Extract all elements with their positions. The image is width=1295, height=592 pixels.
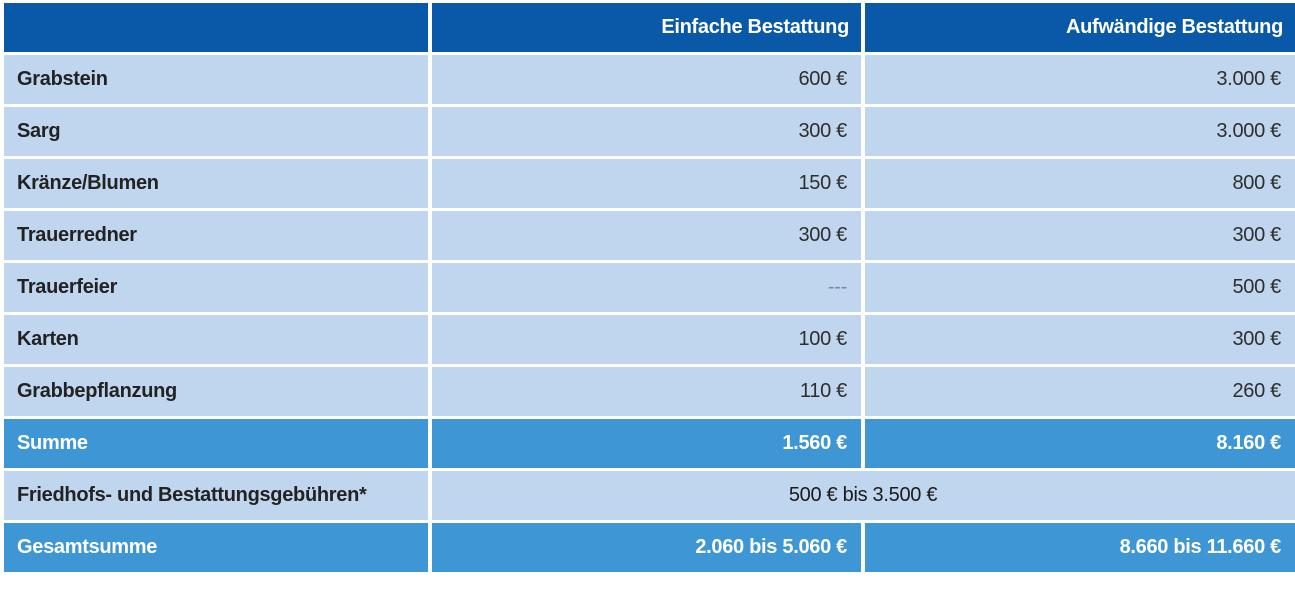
table-row: Trauerredner 300 € 300 €: [4, 211, 1295, 260]
grand-total-simple-value: 2.060 bis 5.060 €: [432, 523, 861, 572]
row-simple-value: 150 €: [432, 159, 861, 208]
table-row: Kränze/Blumen 150 € 800 €: [4, 159, 1295, 208]
table-row: Grabbepflanzung 110 € 260 €: [4, 367, 1295, 416]
row-simple-value: 300 €: [432, 211, 861, 260]
header-elaborate-funeral: Aufwändige Bestattung: [865, 3, 1295, 52]
table-row: Grabstein 600 € 3.000 €: [4, 55, 1295, 104]
table-header-row: Einfache Bestattung Aufwändige Bestattun…: [4, 3, 1295, 52]
row-elaborate-value: 3.000 €: [865, 107, 1295, 156]
grand-total-row: Gesamtsumme 2.060 bis 5.060 € 8.660 bis …: [4, 523, 1295, 572]
row-label: Sarg: [4, 107, 428, 156]
table-row: Trauerfeier --- 500 €: [4, 263, 1295, 312]
row-label: Karten: [4, 315, 428, 364]
row-elaborate-value: 300 €: [865, 211, 1295, 260]
row-label: Grabbepflanzung: [4, 367, 428, 416]
row-elaborate-value: 300 €: [865, 315, 1295, 364]
row-elaborate-value: 260 €: [865, 367, 1295, 416]
row-simple-value: ---: [432, 263, 861, 312]
row-label: Grabstein: [4, 55, 428, 104]
sum-simple-value: 1.560 €: [432, 419, 861, 468]
grand-total-label: Gesamtsumme: [4, 523, 428, 572]
row-simple-value: 100 €: [432, 315, 861, 364]
header-simple-funeral: Einfache Bestattung: [432, 3, 861, 52]
row-elaborate-value: 800 €: [865, 159, 1295, 208]
table-row: Sarg 300 € 3.000 €: [4, 107, 1295, 156]
sum-label: Summe: [4, 419, 428, 468]
row-elaborate-value: 3.000 €: [865, 55, 1295, 104]
row-simple-value: 110 €: [432, 367, 861, 416]
row-simple-value: 600 €: [432, 55, 861, 104]
grand-total-elaborate-value: 8.660 bis 11.660 €: [865, 523, 1295, 572]
sum-elaborate-value: 8.160 €: [865, 419, 1295, 468]
row-simple-value: 300 €: [432, 107, 861, 156]
row-label: Trauerredner: [4, 211, 428, 260]
funeral-cost-table: Einfache Bestattung Aufwändige Bestattun…: [4, 3, 1295, 572]
row-label: Kränze/Blumen: [4, 159, 428, 208]
fees-value: 500 € bis 3.500 €: [432, 471, 1295, 520]
sum-row: Summe 1.560 € 8.160 €: [4, 419, 1295, 468]
row-label: Trauerfeier: [4, 263, 428, 312]
header-label-cell: [4, 3, 428, 52]
fees-row: Friedhofs- und Bestattungsgebühren* 500 …: [4, 471, 1295, 520]
fees-label: Friedhofs- und Bestattungsgebühren*: [4, 471, 428, 520]
table-row: Karten 100 € 300 €: [4, 315, 1295, 364]
row-elaborate-value: 500 €: [865, 263, 1295, 312]
